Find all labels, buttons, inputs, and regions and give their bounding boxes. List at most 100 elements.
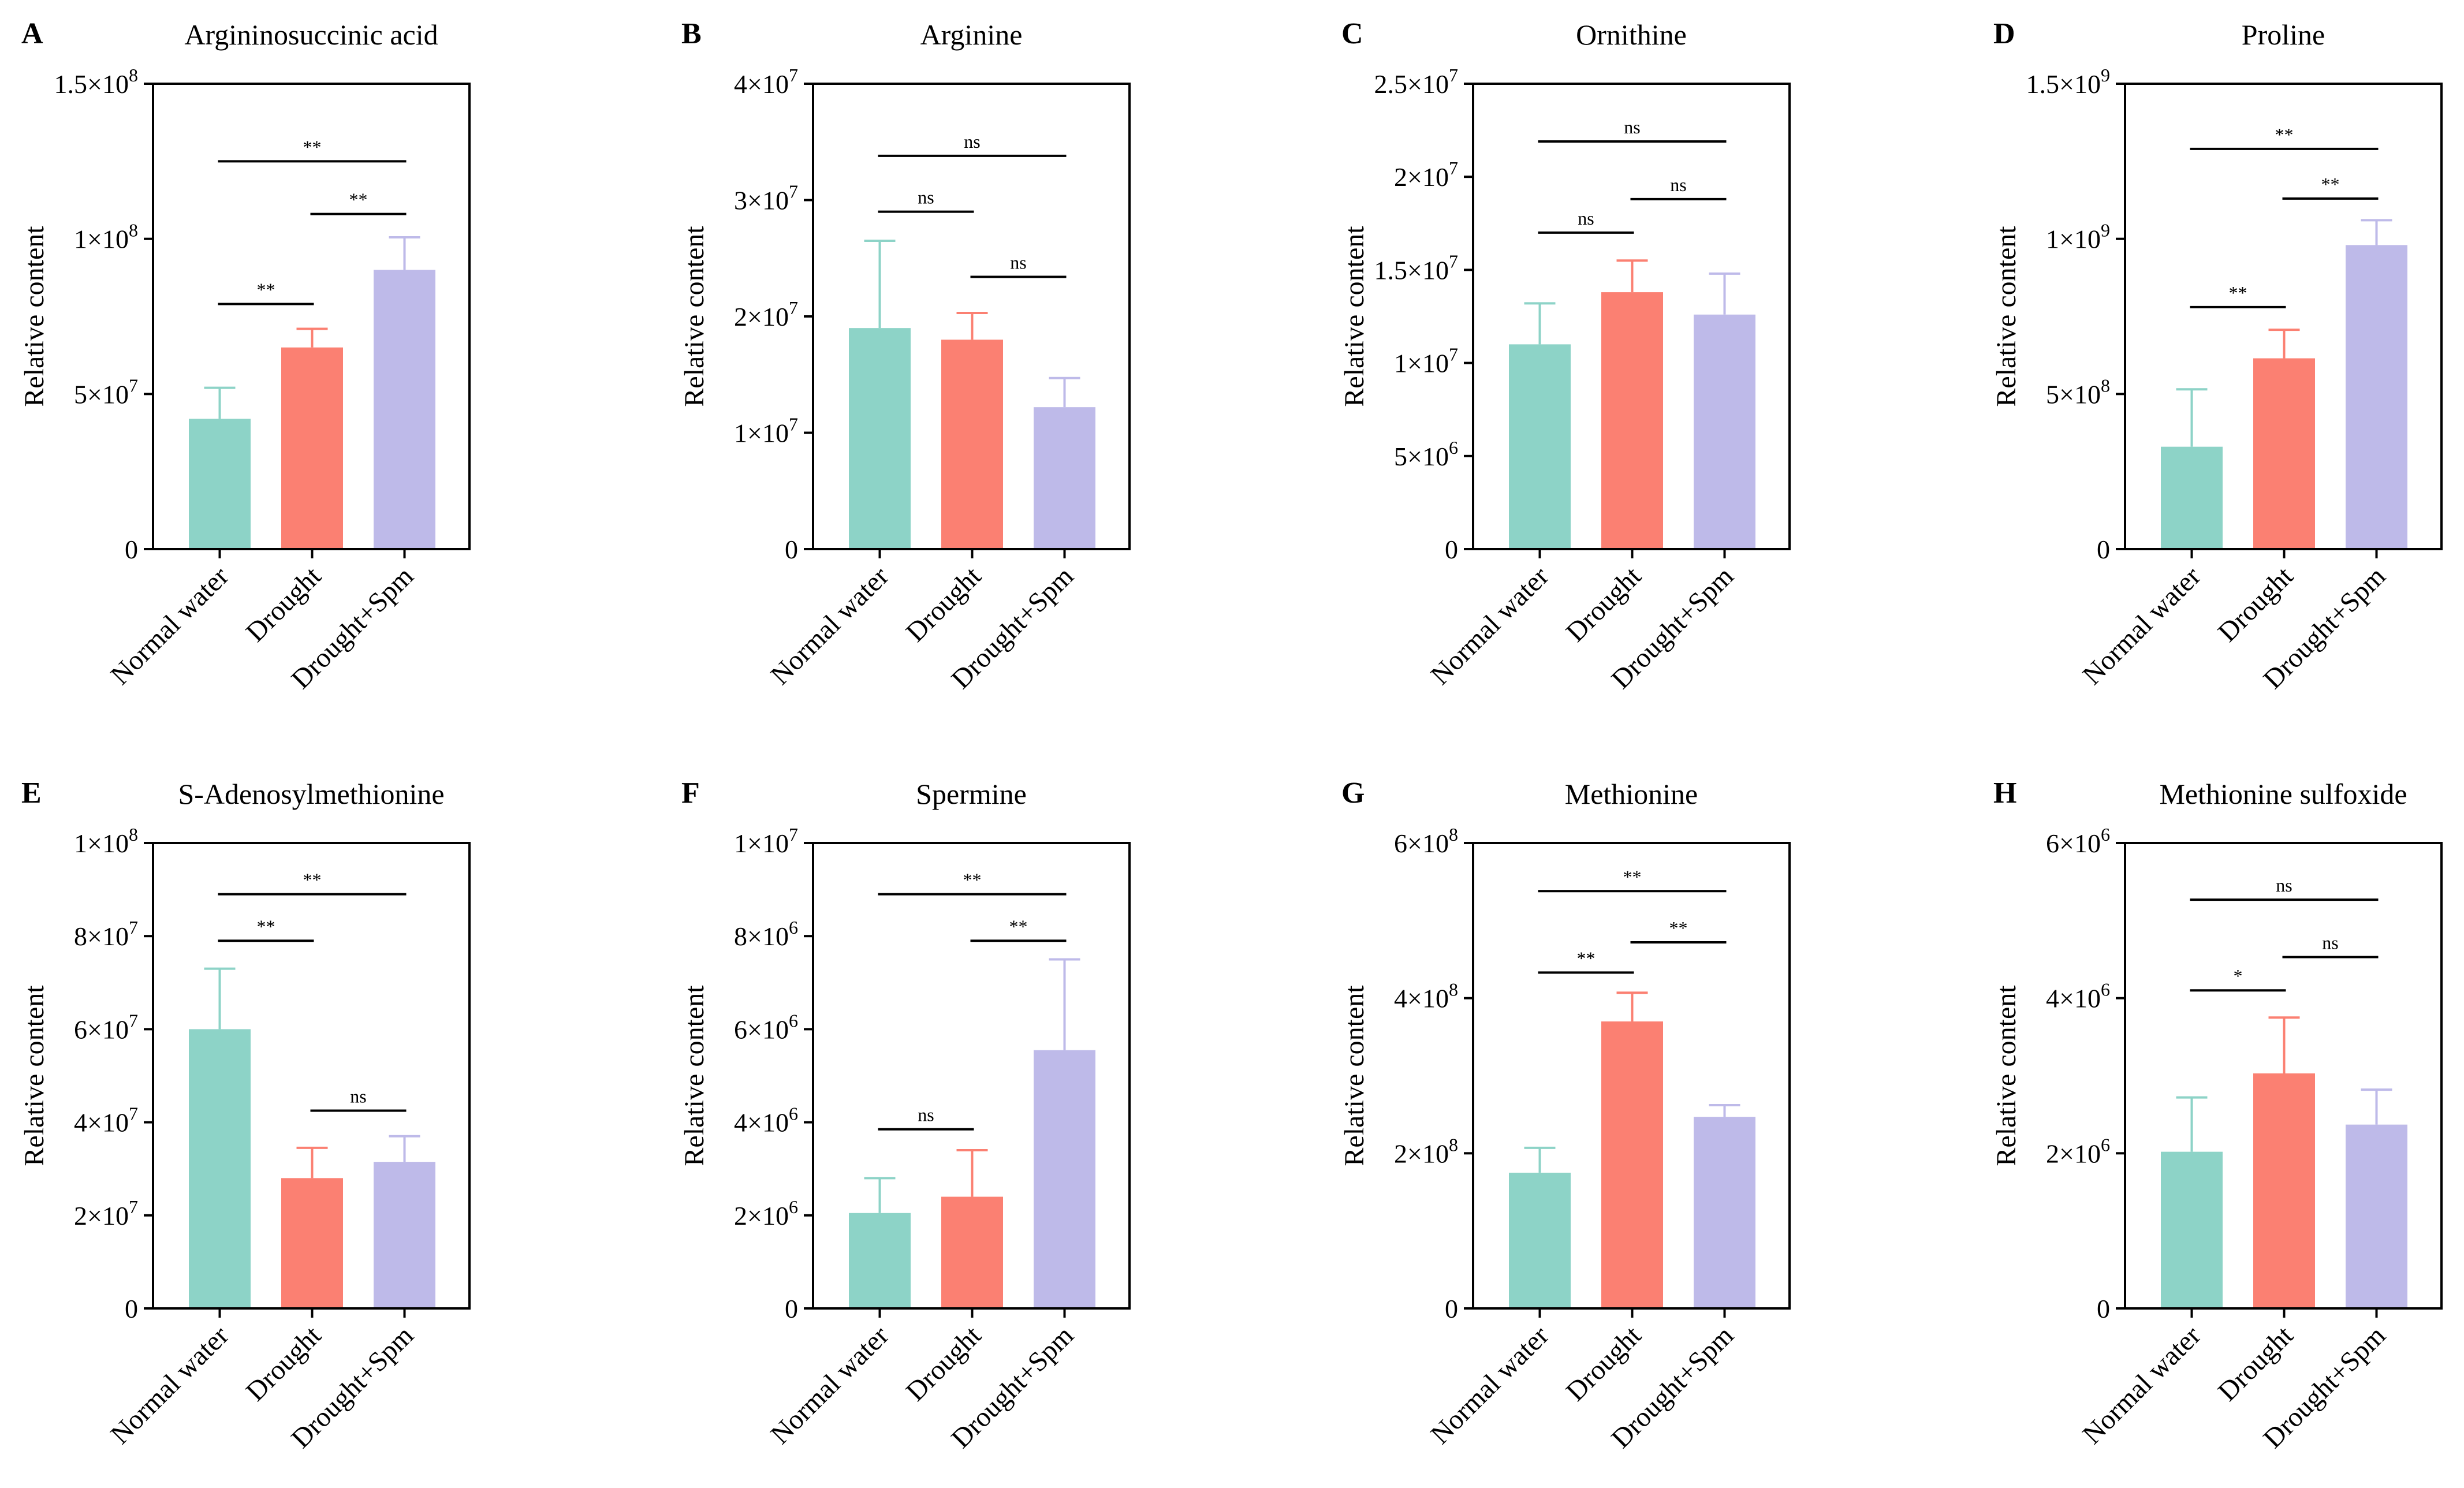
- bar-drought-spm: [1034, 1050, 1095, 1308]
- tick-mantissa: 2×10: [734, 1201, 789, 1230]
- tick-mantissa: 0: [785, 535, 798, 564]
- tick-exponent: 6: [789, 1010, 798, 1031]
- chart-title: Argininosuccinic acid: [184, 18, 438, 51]
- x-tick-label: Drought: [900, 561, 987, 648]
- chart-title: S-Adenosylmethionine: [178, 778, 444, 810]
- bar-normal-water: [2161, 1151, 2223, 1308]
- y-axis-label: Relative content: [1991, 226, 2022, 407]
- y-tick-label: 2×106: [2046, 1134, 2110, 1168]
- y-tick-label: 0: [125, 1294, 138, 1323]
- tick-exponent: 6: [2101, 1134, 2110, 1155]
- y-tick-label: 1×108: [74, 220, 138, 254]
- y-tick-label: 6×106: [2046, 824, 2110, 858]
- tick-mantissa: 1.5×10: [2026, 69, 2101, 99]
- significance-label: **: [349, 189, 368, 210]
- tick-mantissa: 5×10: [2046, 379, 2101, 409]
- significance-label: **: [1577, 948, 1596, 968]
- significance-label: ns: [918, 187, 934, 208]
- bar-drought: [281, 347, 343, 549]
- y-tick-label: 1×107: [734, 414, 798, 448]
- significance-label: **: [963, 870, 982, 890]
- y-tick-label: 6×108: [1394, 824, 1458, 858]
- tick-mantissa: 2×10: [1394, 1139, 1449, 1168]
- y-tick-label: 8×106: [734, 917, 798, 951]
- x-tick-label: Normal water: [105, 561, 234, 691]
- y-tick-label: 1×107: [1394, 344, 1458, 378]
- chart-title: Ornithine: [1576, 18, 1687, 51]
- tick-mantissa: 0: [1445, 1294, 1458, 1323]
- tick-mantissa: 0: [2097, 535, 2110, 564]
- bar-normal-water: [849, 328, 911, 549]
- x-tick-label: Normal water: [1425, 1320, 1555, 1450]
- y-tick-label: 4×106: [2046, 979, 2110, 1013]
- significance-label: **: [1623, 866, 1642, 887]
- x-tick-label: Drought: [2212, 1320, 2299, 1407]
- bar-drought: [941, 1196, 1003, 1308]
- significance-label: **: [1009, 916, 1028, 937]
- y-tick-label: 1×108: [74, 824, 138, 858]
- tick-exponent: 7: [789, 65, 798, 85]
- y-tick-label: 1×109: [2046, 220, 2110, 254]
- tick-mantissa: 2×10: [1394, 162, 1449, 192]
- tick-exponent: 8: [129, 824, 138, 845]
- significance-label: ns: [964, 131, 980, 152]
- x-tick-label: Normal water: [2077, 561, 2206, 691]
- tick-mantissa: 6×10: [1394, 829, 1449, 858]
- x-tick-label: Drought: [1560, 561, 1647, 648]
- panel-letter: D: [1993, 17, 2015, 50]
- tick-exponent: 7: [1449, 251, 1458, 271]
- tick-mantissa: 2.5×10: [1374, 69, 1449, 99]
- tick-exponent: 7: [129, 917, 138, 938]
- bar-drought: [281, 1178, 343, 1308]
- tick-mantissa: 0: [2097, 1294, 2110, 1323]
- tick-mantissa: 8×10: [74, 922, 129, 951]
- tick-mantissa: 1×10: [74, 225, 129, 254]
- tick-mantissa: 0: [125, 535, 138, 564]
- tick-mantissa: 0: [125, 1294, 138, 1323]
- bar-normal-water: [189, 1029, 251, 1308]
- tick-mantissa: 5×10: [1394, 442, 1449, 471]
- significance-label: ns: [918, 1105, 934, 1125]
- panel-letter: C: [1341, 17, 1363, 50]
- tick-mantissa: 1×10: [734, 419, 789, 448]
- y-axis-label: Relative content: [1991, 985, 2022, 1166]
- tick-exponent: 6: [2101, 824, 2110, 845]
- y-axis-label: Relative content: [1339, 985, 1370, 1166]
- bar-normal-water: [849, 1213, 911, 1308]
- bar-drought-spm: [2346, 245, 2407, 549]
- tick-exponent: 7: [789, 297, 798, 318]
- significance-label: **: [2275, 124, 2294, 145]
- tick-exponent: 7: [129, 375, 138, 396]
- chart-title: Methionine sulfoxide: [2159, 778, 2407, 810]
- y-axis-label: Relative content: [19, 226, 50, 407]
- tick-exponent: 8: [1449, 824, 1458, 845]
- tick-exponent: 8: [1449, 979, 1458, 1000]
- y-tick-label: 6×107: [74, 1010, 138, 1044]
- y-tick-label: 2×107: [1394, 158, 1458, 192]
- panel-letter: F: [681, 777, 700, 810]
- tick-mantissa: 4×10: [74, 1108, 129, 1138]
- tick-mantissa: 2×10: [2046, 1139, 2101, 1168]
- x-tick-label: Drought: [240, 561, 327, 648]
- significance-label: **: [257, 916, 275, 937]
- x-tick-label: Drought: [900, 1320, 987, 1407]
- y-tick-label: 0: [2097, 1294, 2110, 1323]
- y-tick-label: 0: [785, 535, 798, 564]
- bar-drought: [2253, 358, 2315, 549]
- panel-letter: B: [681, 17, 702, 50]
- y-tick-label: 2×107: [734, 297, 798, 331]
- y-tick-label: 4×107: [74, 1103, 138, 1138]
- tick-exponent: 9: [2101, 220, 2110, 241]
- tick-exponent: 6: [789, 917, 798, 938]
- bar-drought-spm: [374, 1162, 435, 1308]
- y-tick-label: 2×106: [734, 1196, 798, 1230]
- y-tick-label: 0: [1445, 535, 1458, 564]
- bar-drought: [941, 340, 1003, 549]
- y-tick-label: 5×107: [74, 375, 138, 409]
- tick-exponent: 7: [129, 1010, 138, 1031]
- y-tick-label: 1×107: [734, 824, 798, 858]
